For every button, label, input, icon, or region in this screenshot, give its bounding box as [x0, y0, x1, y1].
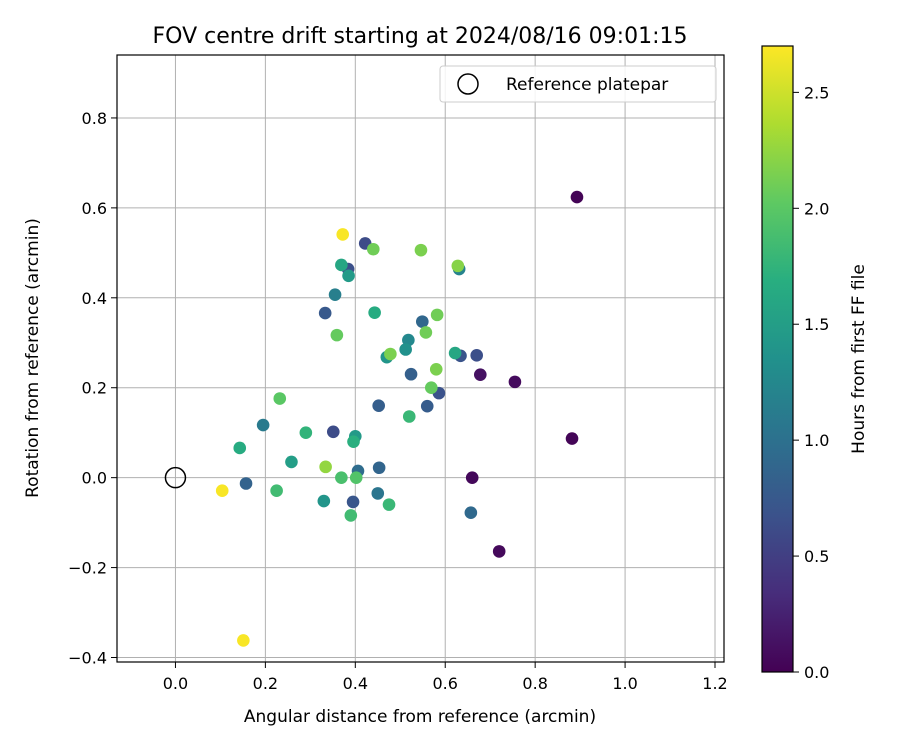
data-point	[399, 343, 412, 356]
data-point	[404, 367, 418, 381]
colorbar	[761, 45, 794, 673]
data-point	[233, 441, 247, 455]
data-point	[239, 477, 253, 490]
data-point	[335, 258, 348, 272]
data-point	[420, 399, 434, 413]
data-point	[372, 461, 386, 475]
x-tick-label: 0.0	[163, 674, 188, 693]
colorbar-ticks: 0.0 0.5 1.0 1.5 2.0 2.5	[793, 83, 829, 682]
data-point	[492, 545, 506, 558]
legend: Reference platepar	[439, 65, 717, 103]
data-point	[429, 362, 443, 376]
data-point	[366, 242, 380, 256]
grid-lines	[117, 55, 724, 662]
data-point	[470, 349, 484, 362]
data-point	[415, 315, 429, 328]
data-point	[335, 471, 348, 484]
x-tick-label: 0.4	[343, 674, 368, 693]
x-tick-label: 0.8	[522, 674, 547, 693]
data-point	[328, 288, 342, 301]
data-point	[451, 259, 465, 273]
colorbar-tick-label: 0.0	[804, 663, 829, 682]
reference-platepar-marker	[164, 466, 187, 489]
colorbar-tick-label: 1.0	[804, 431, 829, 450]
data-point	[344, 509, 358, 522]
plot-frame	[116, 54, 725, 663]
y-tick-label: −0.4	[68, 649, 107, 668]
data-point	[430, 308, 444, 322]
data-point	[474, 368, 487, 381]
data-point	[424, 381, 438, 395]
x-axis-label: Angular distance from reference (arcmin)	[244, 707, 596, 727]
data-point	[285, 455, 298, 469]
legend-label: Reference platepar	[506, 75, 668, 95]
data-point	[368, 306, 381, 319]
y-tick-label: 0.4	[82, 289, 107, 308]
x-tick-label: 1.2	[702, 674, 727, 693]
y-tick-label: −0.2	[68, 559, 107, 578]
data-point	[347, 435, 360, 448]
data-point	[330, 328, 344, 342]
axis-ticks: 0.0 0.2 0.4 0.6 0.8 1.0 1.2 −0.4 −0.2 0.0 0.2 0.4 0.…	[68, 109, 728, 693]
data-point	[270, 484, 283, 497]
data-point	[256, 418, 270, 432]
data-point	[382, 498, 396, 511]
x-tick-label: 0.2	[253, 674, 278, 693]
data-point	[299, 426, 313, 439]
colorbar-tick-label: 0.5	[804, 547, 829, 566]
data-point	[384, 347, 397, 361]
colorbar-label: Hours from first FF file	[849, 264, 869, 454]
x-tick-label: 1.0	[612, 674, 637, 693]
data-point	[319, 460, 332, 474]
data-point	[342, 269, 355, 283]
data-point	[565, 432, 579, 445]
data-point	[317, 494, 331, 508]
data-point	[273, 392, 287, 405]
y-tick-label: 0.8	[82, 109, 107, 128]
data-point	[570, 190, 584, 204]
y-tick-label: 0.6	[82, 199, 107, 218]
colorbar-tick-label: 2.5	[804, 83, 829, 102]
data-point	[371, 487, 385, 500]
data-point	[448, 346, 462, 360]
data-point	[346, 495, 360, 509]
colorbar-tick-label: 2.0	[804, 199, 829, 218]
data-point	[465, 471, 479, 484]
legend-marker	[457, 73, 479, 95]
colorbar-tick-label: 1.5	[804, 315, 829, 334]
data-point	[372, 399, 385, 413]
y-tick-label: 0.2	[82, 379, 107, 398]
data-point	[215, 484, 229, 497]
x-tick-label: 0.6	[433, 674, 458, 693]
data-point	[508, 375, 522, 389]
y-axis-label: Rotation from reference (arcmin)	[23, 218, 43, 498]
y-tick-label: 0.0	[82, 469, 107, 488]
data-point	[402, 333, 415, 347]
data-point	[464, 506, 478, 520]
data-point	[326, 425, 340, 439]
data-points	[164, 190, 584, 647]
chart-title: FOV centre drift starting at 2024/08/16 …	[153, 24, 688, 49]
data-point	[419, 326, 433, 339]
legend-box	[439, 65, 717, 103]
data-point	[237, 634, 250, 647]
data-point	[349, 471, 363, 484]
data-point	[402, 410, 416, 423]
data-point	[336, 228, 350, 241]
data-point	[414, 243, 428, 257]
data-point	[318, 306, 332, 320]
